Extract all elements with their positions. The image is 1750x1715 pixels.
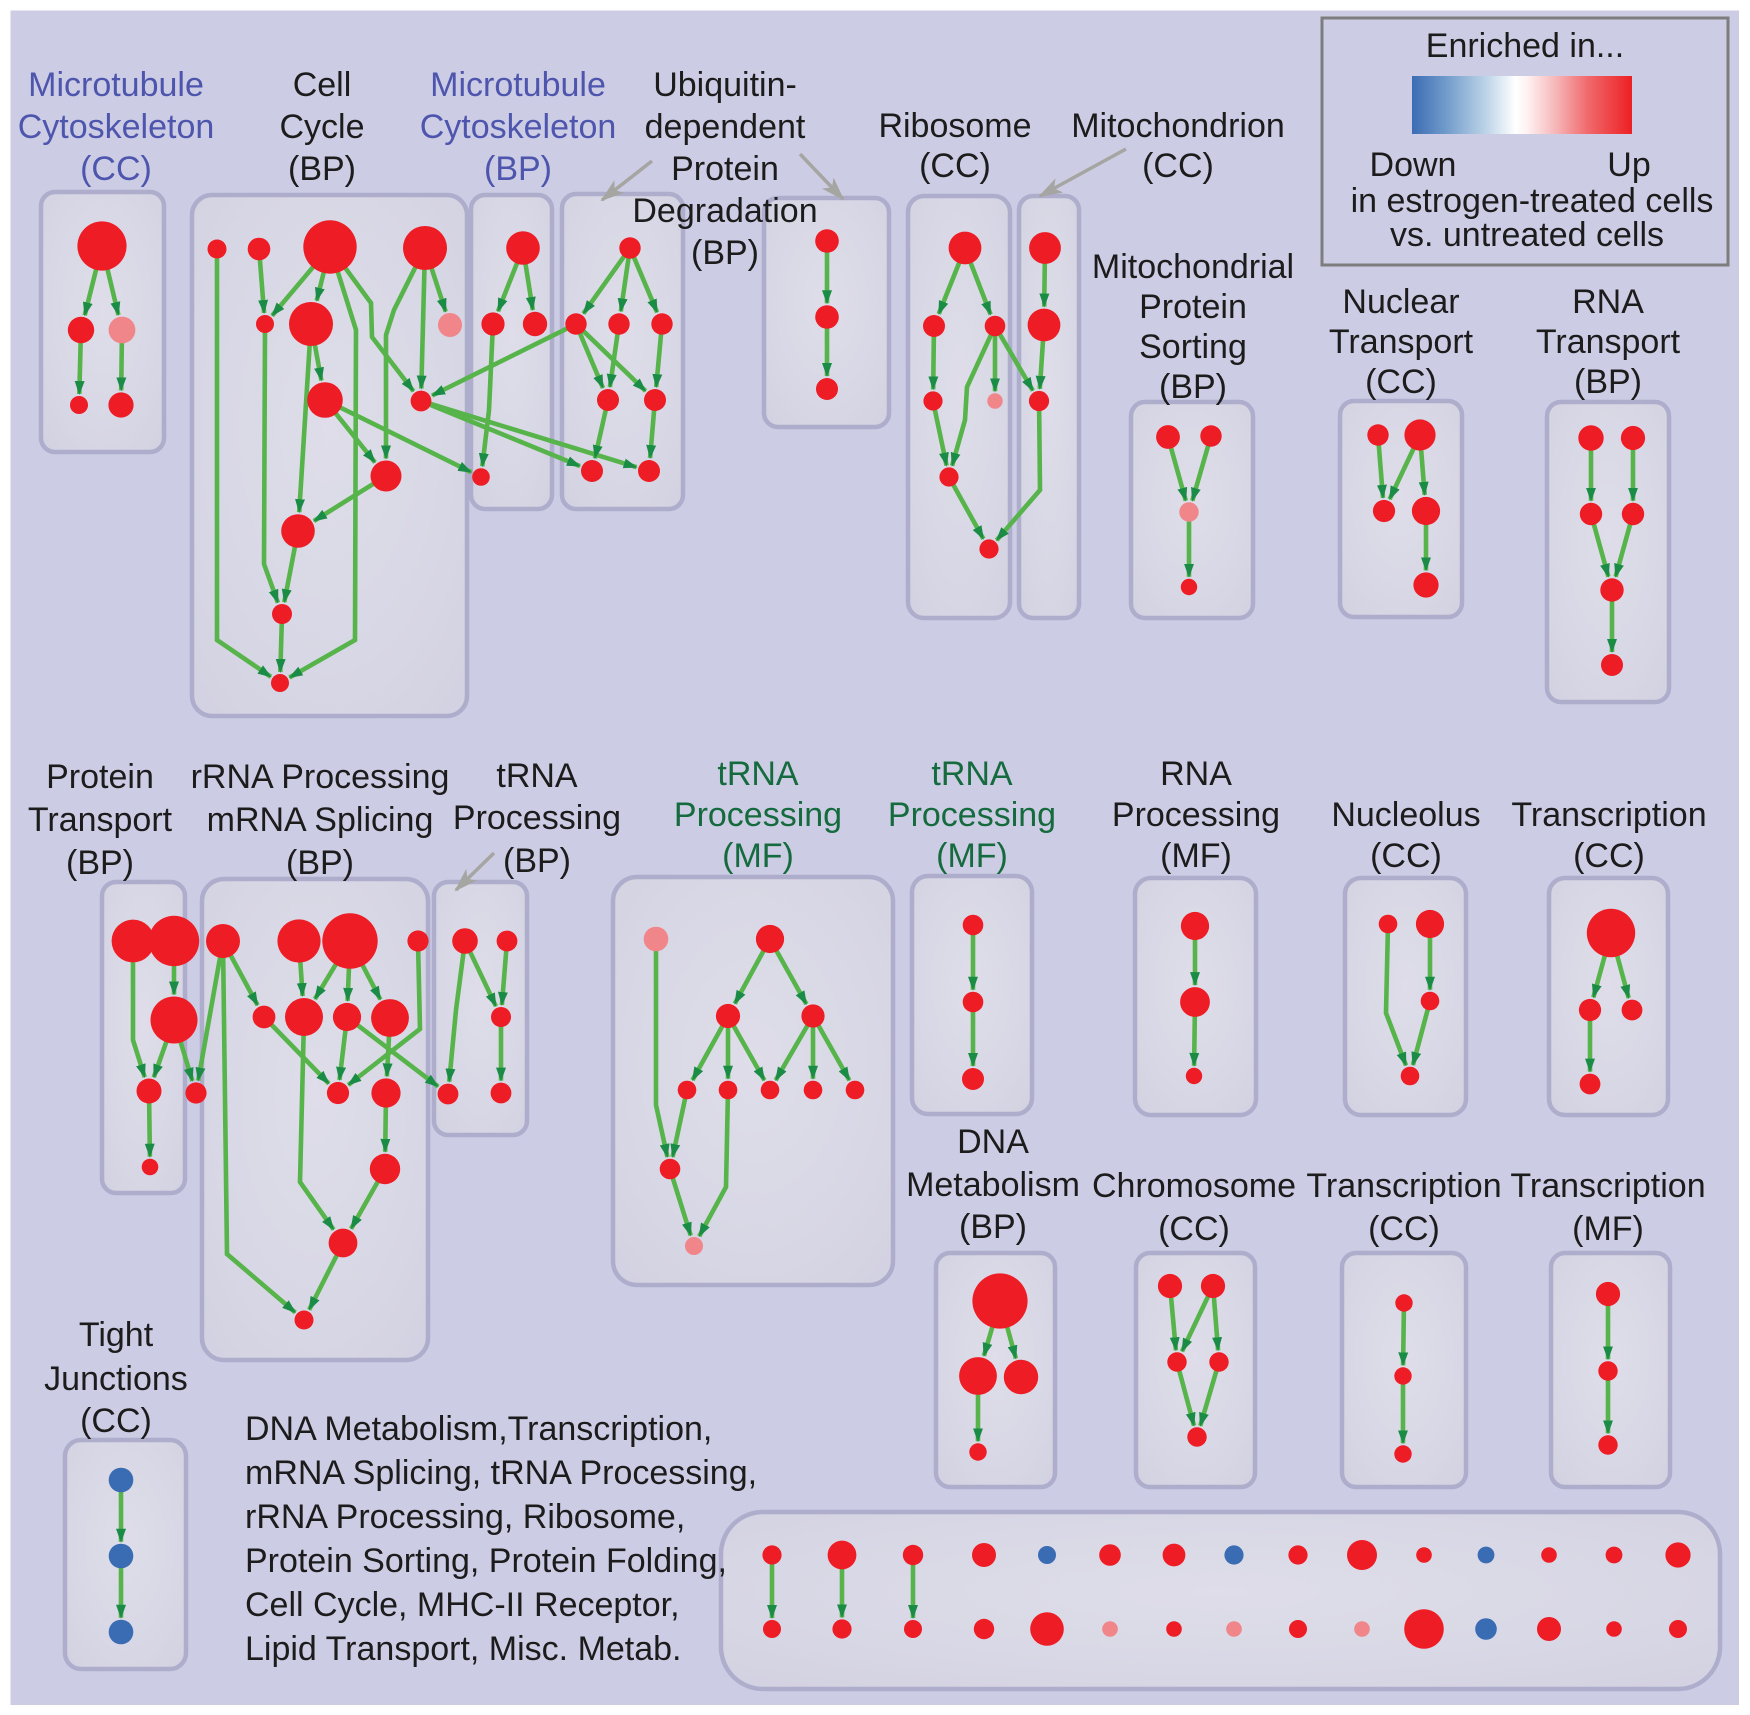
svg-text:Processing: Processing: [453, 799, 621, 837]
svg-text:(BP): (BP): [66, 844, 134, 882]
svg-text:Junctions: Junctions: [44, 1360, 188, 1398]
svg-text:Tight: Tight: [79, 1316, 154, 1354]
svg-text:(BP): (BP): [503, 842, 571, 880]
svg-text:(CC): (CC): [1368, 1210, 1440, 1248]
svg-text:Ubiquitin-: Ubiquitin-: [653, 66, 797, 104]
svg-text:Sorting: Sorting: [1139, 328, 1247, 366]
svg-text:Cell Cycle, MHC-II Receptor,: Cell Cycle, MHC-II Receptor,: [245, 1586, 680, 1624]
svg-text:Lipid Transport, Misc. Metab.: Lipid Transport, Misc. Metab.: [245, 1630, 682, 1668]
svg-text:(BP): (BP): [691, 234, 759, 272]
svg-text:Mitochondrion: Mitochondrion: [1071, 107, 1285, 145]
svg-text:(BP): (BP): [1159, 368, 1227, 406]
svg-text:Processing: Processing: [1112, 796, 1280, 834]
svg-text:Protein Sorting, Protein Foldi: Protein Sorting, Protein Folding,: [245, 1542, 727, 1580]
svg-text:(MF): (MF): [936, 837, 1008, 875]
svg-text:Microtubule: Microtubule: [430, 66, 606, 104]
svg-text:(MF): (MF): [1160, 837, 1232, 875]
svg-text:Nucleolus: Nucleolus: [1331, 796, 1480, 834]
svg-text:Transcription: Transcription: [1511, 796, 1706, 834]
svg-text:(MF): (MF): [722, 837, 794, 875]
svg-text:(BP): (BP): [484, 150, 552, 188]
svg-text:tRNA: tRNA: [717, 755, 799, 793]
svg-text:Down: Down: [1370, 146, 1457, 184]
svg-text:Protein: Protein: [1139, 288, 1247, 326]
svg-text:Chromosome: Chromosome: [1092, 1167, 1296, 1205]
svg-text:Cytoskeleton: Cytoskeleton: [420, 108, 617, 146]
svg-text:Transport: Transport: [28, 801, 173, 839]
svg-text:RNA: RNA: [1572, 283, 1644, 321]
svg-text:(BP): (BP): [959, 1208, 1027, 1246]
svg-text:Microtubule: Microtubule: [28, 66, 204, 104]
svg-text:Protein: Protein: [671, 150, 779, 188]
svg-text:Protein: Protein: [46, 758, 154, 796]
svg-text:(BP): (BP): [288, 150, 356, 188]
svg-text:DNA Metabolism,Transcription,: DNA Metabolism,Transcription,: [245, 1410, 712, 1448]
svg-text:(CC): (CC): [1370, 837, 1442, 875]
svg-text:in estrogen-treated cells: in estrogen-treated cells: [1351, 182, 1714, 220]
svg-text:(CC): (CC): [1365, 363, 1437, 401]
svg-text:Cytoskeleton: Cytoskeleton: [18, 108, 215, 146]
svg-text:Transport: Transport: [1536, 323, 1681, 361]
svg-text:Cell: Cell: [293, 66, 352, 104]
svg-text:Processing: Processing: [674, 796, 842, 834]
svg-text:Mitochondrial: Mitochondrial: [1092, 248, 1294, 286]
svg-text:mRNA Splicing, tRNA Processing: mRNA Splicing, tRNA Processing,: [245, 1454, 757, 1492]
svg-text:Processing: Processing: [888, 796, 1056, 834]
svg-text:(CC): (CC): [1573, 837, 1645, 875]
svg-text:Enriched in...: Enriched in...: [1426, 27, 1624, 65]
svg-text:vs. untreated cells: vs. untreated cells: [1390, 216, 1664, 254]
svg-text:(CC): (CC): [1142, 147, 1214, 185]
svg-text:Ribosome: Ribosome: [878, 107, 1031, 145]
svg-text:Transcription: Transcription: [1306, 1167, 1501, 1205]
svg-text:(CC): (CC): [1158, 1210, 1230, 1248]
svg-text:Transport: Transport: [1329, 323, 1474, 361]
svg-text:rRNA Processing: rRNA Processing: [191, 758, 450, 796]
svg-text:Metabolism: Metabolism: [906, 1166, 1080, 1204]
svg-text:Degradation: Degradation: [632, 192, 817, 230]
svg-text:Cycle: Cycle: [279, 108, 364, 146]
svg-text:(BP): (BP): [286, 844, 354, 882]
svg-text:(CC): (CC): [80, 1402, 152, 1440]
svg-text:dependent: dependent: [645, 108, 806, 146]
svg-text:(CC): (CC): [919, 147, 991, 185]
svg-text:Nuclear: Nuclear: [1342, 283, 1459, 321]
svg-text:mRNA Splicing: mRNA Splicing: [207, 801, 434, 839]
svg-text:DNA: DNA: [957, 1123, 1029, 1161]
svg-text:rRNA Processing, Ribosome,: rRNA Processing, Ribosome,: [245, 1498, 685, 1536]
svg-text:Transcription: Transcription: [1510, 1167, 1705, 1205]
svg-text:RNA: RNA: [1160, 755, 1232, 793]
svg-text:(MF): (MF): [1572, 1210, 1644, 1248]
svg-text:Up: Up: [1607, 146, 1650, 184]
svg-text:(CC): (CC): [80, 150, 152, 188]
svg-text:tRNA: tRNA: [496, 757, 578, 795]
svg-text:tRNA: tRNA: [931, 755, 1013, 793]
svg-text:(BP): (BP): [1574, 363, 1642, 401]
